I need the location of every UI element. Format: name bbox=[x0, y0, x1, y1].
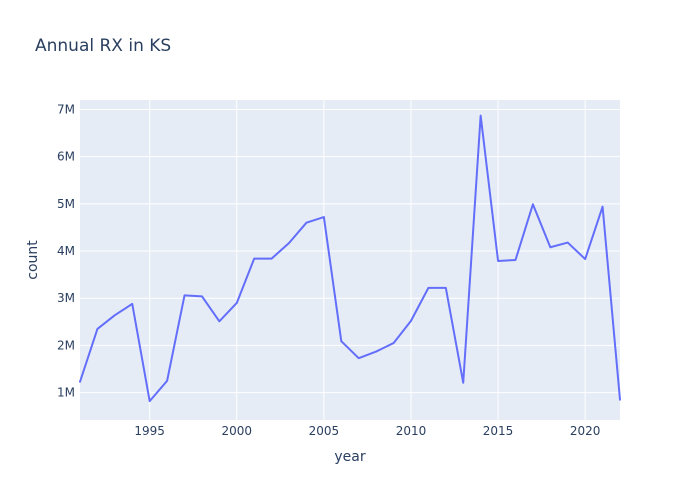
y-axis-ticks: 1M 2M 3M 4M 5M 6M 7M bbox=[57, 102, 75, 399]
chart-title: Annual RX in KS bbox=[35, 36, 171, 56]
y-tick-label: 4M bbox=[57, 244, 75, 258]
y-tick-label: 5M bbox=[57, 197, 75, 211]
y-axis-title: count bbox=[25, 240, 41, 280]
x-tick-label: 2010 bbox=[396, 424, 427, 438]
y-gridlines bbox=[80, 108, 620, 394]
y-tick-label: 3M bbox=[57, 291, 75, 305]
x-tick-label: 2000 bbox=[222, 424, 253, 438]
x-tick-label: 2005 bbox=[309, 424, 340, 438]
series-line bbox=[79, 114, 621, 403]
y-tick-label: 6M bbox=[57, 150, 75, 164]
x-axis-title: year bbox=[334, 449, 365, 465]
series-layer bbox=[79, 114, 621, 403]
y-tick-label: 2M bbox=[57, 338, 75, 352]
y-tick-label: 7M bbox=[57, 102, 75, 116]
plot-area bbox=[80, 100, 620, 420]
x-axis-ticks: 1995 2000 2005 2010 2015 2020 bbox=[134, 424, 600, 438]
x-tick-label: 2015 bbox=[483, 424, 514, 438]
x-tick-label: 1995 bbox=[134, 424, 165, 438]
y-tick-label: 1M bbox=[57, 386, 75, 400]
x-tick-label: 2020 bbox=[570, 424, 601, 438]
